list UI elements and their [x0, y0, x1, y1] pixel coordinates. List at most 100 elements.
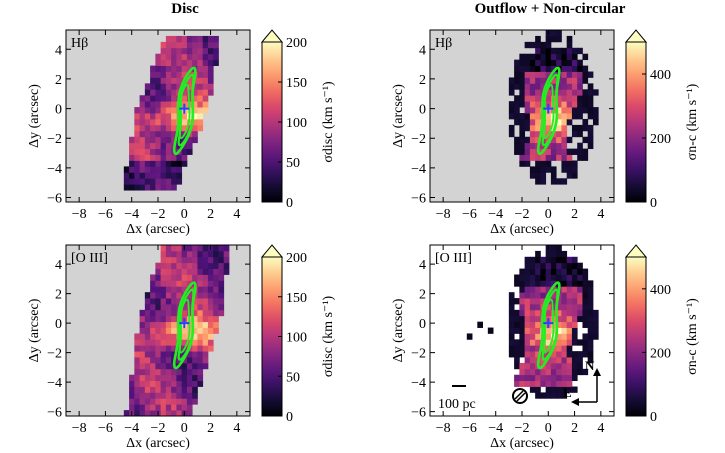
map-pixel — [540, 286, 547, 293]
map-pixel — [160, 286, 167, 293]
map-pixel — [545, 47, 552, 55]
map-pixel — [155, 286, 162, 293]
map-pixel — [566, 286, 573, 293]
map-pixel — [202, 333, 209, 340]
map-pixel — [165, 404, 172, 411]
map-pixel — [550, 303, 557, 311]
map-pixel — [529, 380, 536, 387]
map-pixel — [150, 118, 156, 126]
map-pixel — [508, 321, 515, 328]
map-pixel — [508, 292, 515, 299]
map-pixel — [535, 118, 541, 126]
map-pixel — [524, 315, 531, 323]
map-pixel — [129, 148, 135, 155]
map-pixel — [165, 374, 172, 382]
map-pixel — [171, 274, 177, 281]
map-pixel — [587, 339, 594, 346]
map-pixel — [176, 77, 183, 84]
map-pixel — [144, 101, 151, 108]
map-pixel — [556, 351, 562, 358]
map-pixel — [519, 124, 526, 132]
map-pixel — [524, 362, 531, 370]
map-pixel — [123, 184, 130, 191]
map-pixel — [181, 268, 188, 275]
map-pixel — [171, 404, 177, 411]
map-pixel — [519, 374, 526, 382]
map-pixel — [540, 380, 547, 387]
map-pixel — [529, 280, 536, 287]
map-pixel — [165, 368, 172, 376]
map-pixel — [535, 41, 541, 49]
y-tick-label: 0 — [55, 317, 62, 332]
map-pixel — [540, 256, 547, 264]
map-pixel — [197, 77, 204, 84]
map-pixel — [197, 303, 204, 311]
map-pixel — [571, 71, 578, 78]
map-pixel — [514, 345, 520, 352]
map-pixel — [150, 65, 156, 72]
map-pixel — [218, 245, 225, 252]
map-pixel — [171, 345, 177, 352]
map-pixel — [535, 262, 541, 269]
x-tick-label: −2 — [515, 421, 530, 436]
map-pixel — [571, 113, 578, 120]
map-pixel — [139, 404, 146, 411]
map-pixel — [181, 374, 188, 382]
map-pixel — [556, 136, 562, 144]
map-pixel — [207, 315, 214, 323]
map-pixel — [150, 286, 156, 293]
x-axis-label: Δx (arcsec) — [126, 222, 190, 237]
map-pixel — [207, 292, 214, 299]
map-pixel — [582, 351, 589, 358]
map-pixel — [550, 286, 557, 293]
y-tick-label: 2 — [419, 73, 426, 88]
map-pixel — [192, 351, 198, 358]
map-pixel — [144, 339, 151, 346]
map-pixel — [155, 339, 162, 346]
map-pixel — [519, 65, 526, 72]
map-pixel — [524, 53, 531, 61]
map-pixel — [556, 345, 562, 352]
map-pixel — [577, 309, 583, 317]
map-pixel — [213, 292, 219, 299]
map-pixel — [139, 101, 146, 108]
map-pixel — [524, 124, 531, 132]
map-pixel — [202, 245, 209, 252]
map-pixel — [561, 160, 568, 167]
map-pixel — [582, 292, 589, 299]
map-pixel — [134, 113, 140, 120]
map-pixel — [561, 256, 568, 264]
map-pixel — [165, 41, 172, 49]
map-pixel — [150, 303, 156, 311]
map-pixel — [181, 95, 188, 102]
map-pixel — [171, 65, 177, 72]
map-pixel — [514, 71, 520, 78]
colorbar-tick-label: 0 — [286, 196, 293, 211]
map-pixel — [202, 250, 209, 258]
map-pixel — [487, 327, 494, 334]
map-pixel — [129, 166, 135, 173]
map-pixel — [561, 113, 568, 120]
map-pixel — [556, 315, 562, 323]
map-pixel — [218, 268, 225, 275]
map-pixel — [155, 351, 162, 358]
map-pixel — [519, 136, 526, 144]
map-pixel — [582, 71, 589, 78]
map-pixel — [144, 130, 151, 138]
map-pixel — [508, 351, 515, 358]
map-pixel — [540, 160, 547, 167]
map-pixel — [571, 262, 578, 269]
colorbar-tick-label: 50 — [286, 156, 300, 171]
map-pixel — [197, 292, 204, 299]
panel-top-right: −8 −6 −4 −2 0 2 4 −6 −4 −2 0 2 4 Δx (arcsec) Δy (arcse… — [391, 29, 700, 237]
map-pixel — [529, 292, 536, 299]
map-pixel — [582, 339, 589, 346]
map-pixel — [165, 71, 172, 78]
map-pixel — [213, 321, 219, 328]
map-pixel — [545, 286, 552, 293]
map-pixel — [566, 380, 573, 387]
map-pixel — [150, 321, 156, 328]
map-pixel — [582, 154, 589, 161]
map-pixel — [207, 321, 214, 328]
map-pixel — [566, 268, 573, 275]
